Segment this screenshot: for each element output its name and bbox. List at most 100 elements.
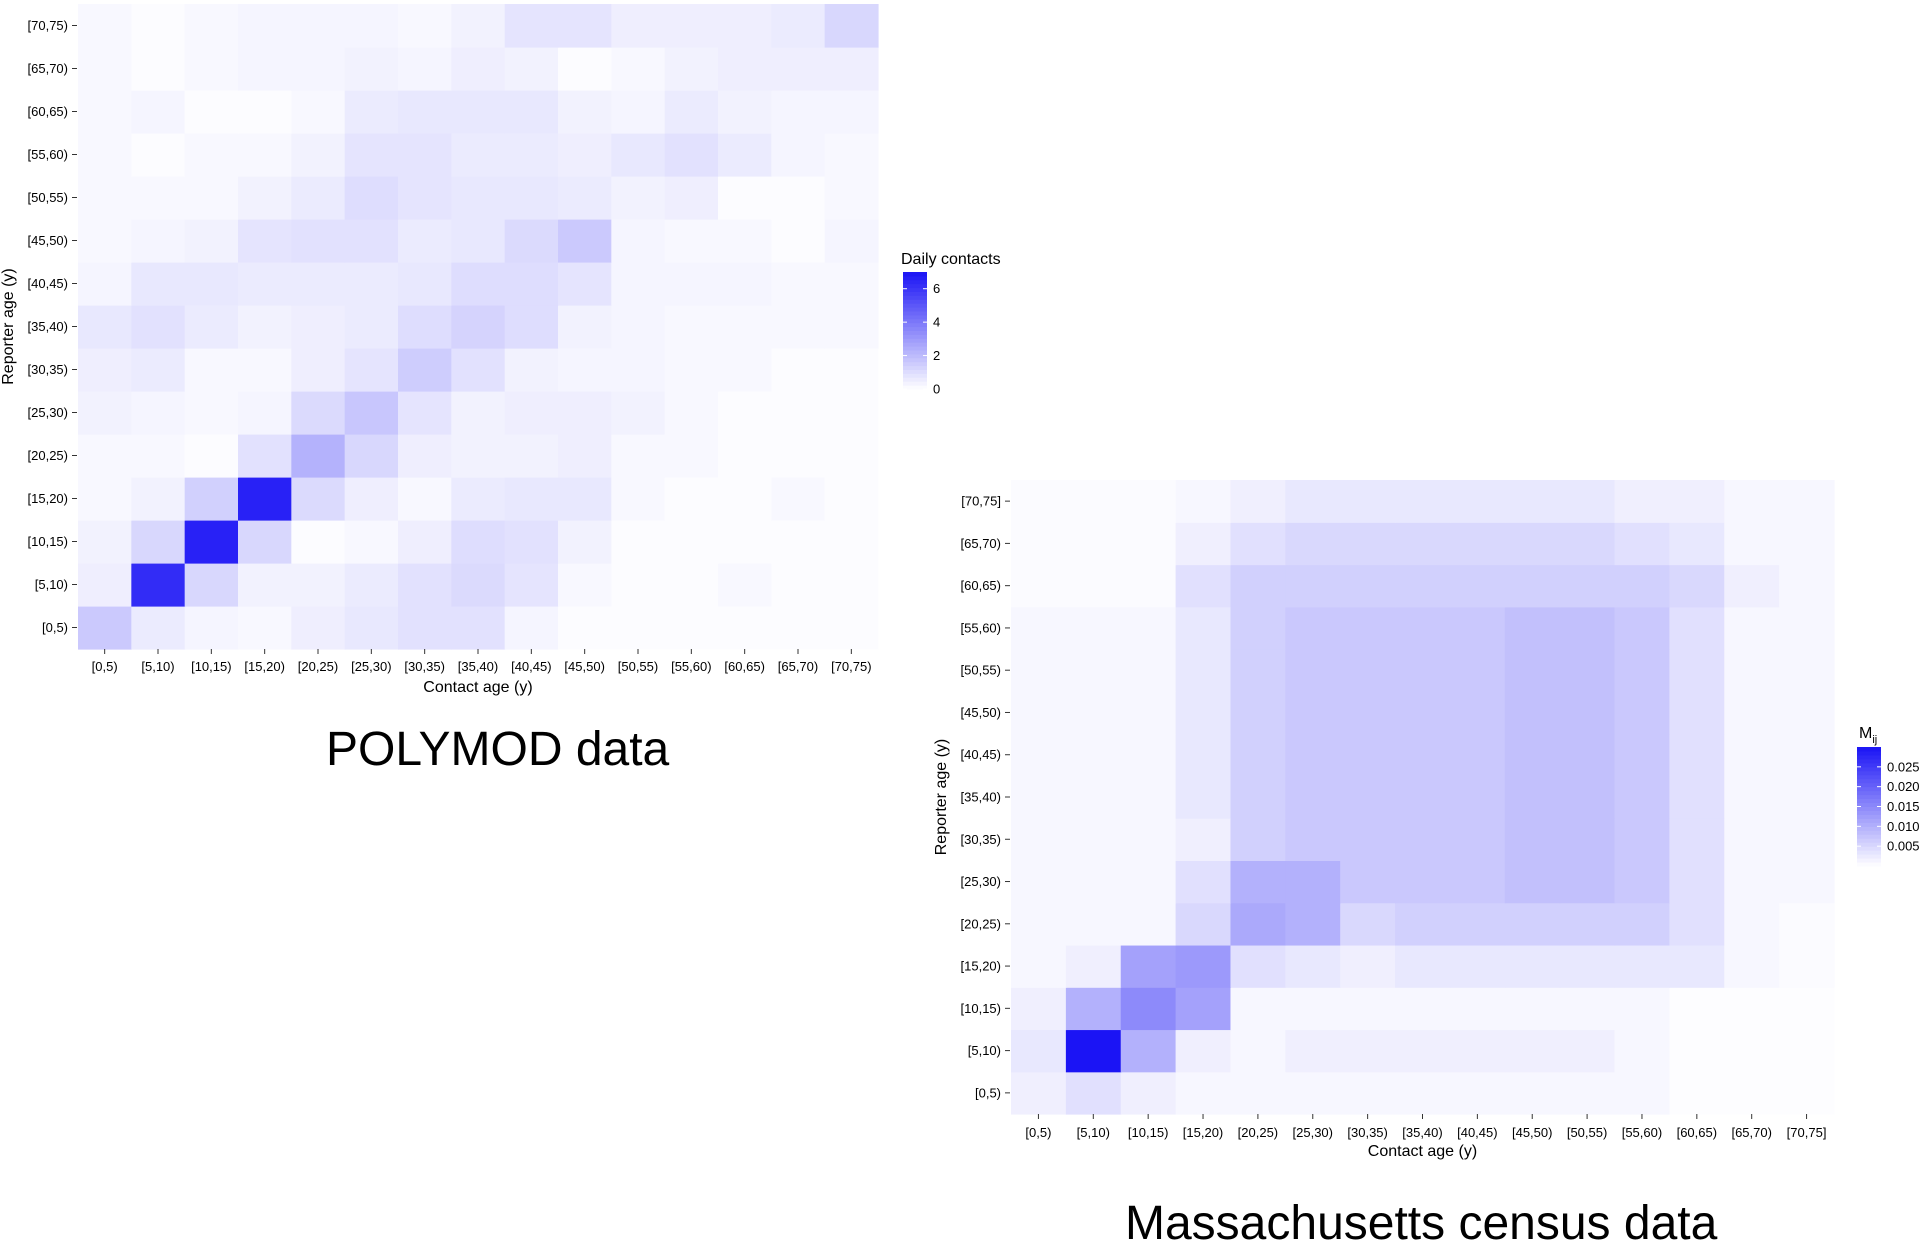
heatmap-cell xyxy=(1285,480,1341,523)
legend-color-step xyxy=(903,311,927,316)
heatmap-cell xyxy=(238,47,292,91)
heatmap-cell xyxy=(1449,818,1506,861)
heatmap-cell xyxy=(1175,944,1232,988)
heatmap-cell xyxy=(1779,1029,1835,1073)
legend-color-step xyxy=(1857,782,1881,788)
legend-color-step xyxy=(903,314,927,320)
heatmap-cell xyxy=(184,606,239,650)
x-axis-title: Contact age (y) xyxy=(423,679,532,696)
heatmap-cell xyxy=(1395,733,1451,777)
heatmap-cell xyxy=(611,47,666,91)
heatmap-cell xyxy=(238,176,292,220)
x-tick-label: [40,45) xyxy=(511,659,551,674)
legend-tick-label: 0.010 xyxy=(1887,819,1920,834)
heatmap-cell xyxy=(1230,818,1286,861)
heatmap-cell xyxy=(78,305,132,349)
heatmap-cell xyxy=(184,391,239,435)
heatmap-cell xyxy=(1175,1071,1232,1115)
heatmap-cell xyxy=(771,434,826,478)
heatmap-cell xyxy=(1669,649,1725,692)
heatmap-cell xyxy=(1669,606,1725,650)
heatmap-cell xyxy=(771,176,826,220)
legend-title-subscript: ij xyxy=(1872,734,1877,746)
legend-color-step xyxy=(903,373,927,378)
heatmap-cell xyxy=(1559,775,1616,819)
heatmap-cell xyxy=(398,477,452,521)
heatmap-cell xyxy=(1669,480,1725,523)
heatmap-cell xyxy=(1614,1071,1670,1115)
heatmap-cell xyxy=(291,520,346,564)
y-tick-label: [20,25) xyxy=(961,916,1001,931)
x-tick-label: [50,55) xyxy=(618,659,658,674)
heatmap-cell xyxy=(504,391,559,435)
heatmap-cell xyxy=(1065,944,1122,988)
heatmap-cell xyxy=(1724,649,1780,692)
heatmap-cell xyxy=(1614,480,1670,523)
heatmap-cell xyxy=(1504,1071,1561,1115)
heatmap-cell xyxy=(611,563,666,607)
heatmap-cell xyxy=(1559,1071,1616,1115)
legend-color-step xyxy=(903,283,927,289)
heatmap-cell xyxy=(1011,944,1067,988)
heatmap-cell xyxy=(1285,649,1341,692)
legend-color-step xyxy=(1857,766,1881,772)
heatmap-cell xyxy=(131,176,186,220)
legend-color-step xyxy=(903,287,927,292)
heatmap-cell xyxy=(558,305,612,349)
x-tick-label: [50,55) xyxy=(1567,1125,1607,1140)
heatmap-cell xyxy=(1340,818,1396,861)
heatmap-cell xyxy=(398,219,452,263)
heatmap-cell xyxy=(718,262,772,306)
heatmap-cell xyxy=(291,348,346,392)
heatmap-cell xyxy=(558,391,612,435)
heatmap-cell xyxy=(664,305,719,349)
heatmap-cell xyxy=(1230,775,1286,819)
heatmap-cell xyxy=(1614,522,1670,566)
heatmap-cell xyxy=(1230,944,1286,988)
heatmap-cell xyxy=(504,47,559,91)
heatmap-cell xyxy=(718,477,772,521)
heatmap-cell xyxy=(771,477,826,521)
heatmap-cell xyxy=(451,477,506,521)
heatmap-cell xyxy=(664,477,719,521)
legend-color-step xyxy=(1857,834,1881,839)
heatmap-cell xyxy=(1175,1029,1232,1073)
heatmap-cell xyxy=(1065,733,1122,777)
heatmap-cell xyxy=(1395,818,1451,861)
heatmap-cell xyxy=(1285,522,1341,566)
heatmap-cell xyxy=(1504,987,1561,1031)
heatmap-cell xyxy=(238,219,292,263)
heatmap-cell xyxy=(344,434,399,478)
heatmap-cell xyxy=(771,133,826,177)
heatmap-cell xyxy=(1011,902,1067,946)
heatmap-cell xyxy=(558,520,612,564)
heatmap-cell xyxy=(291,90,346,134)
legend-color-step xyxy=(1857,830,1881,835)
legend-color-step xyxy=(903,350,927,355)
heatmap-cell xyxy=(238,434,292,478)
heatmap-cell xyxy=(78,477,132,521)
y-tick-label: [10,15) xyxy=(961,1001,1001,1016)
heatmap-cell xyxy=(611,219,666,263)
legend-color-step xyxy=(1857,858,1881,863)
legend-tick-label: 0 xyxy=(933,382,940,397)
legend-color-step xyxy=(1857,770,1881,776)
legend-tick-label: 0.005 xyxy=(1887,839,1920,854)
heatmap-cell xyxy=(718,90,772,134)
legend-color-step xyxy=(903,307,927,312)
heatmap-cell xyxy=(131,219,186,263)
heatmap-cell xyxy=(291,4,346,48)
heatmap-cell xyxy=(131,391,186,435)
legend-color-step xyxy=(1857,762,1881,768)
x-tick-label: [30,35) xyxy=(404,659,444,674)
heatmap-cell xyxy=(344,219,399,263)
heatmap-cell xyxy=(1779,775,1835,819)
x-tick-label: [70,75) xyxy=(831,659,871,674)
heatmap-cell xyxy=(78,262,132,306)
heatmap-cell xyxy=(1285,606,1341,650)
heatmap-cell xyxy=(344,4,399,48)
heatmap-cell xyxy=(1779,691,1835,735)
x-tick-label: [45,50) xyxy=(564,659,604,674)
heatmap-cell xyxy=(718,520,772,564)
legend-color-step xyxy=(1857,814,1881,819)
